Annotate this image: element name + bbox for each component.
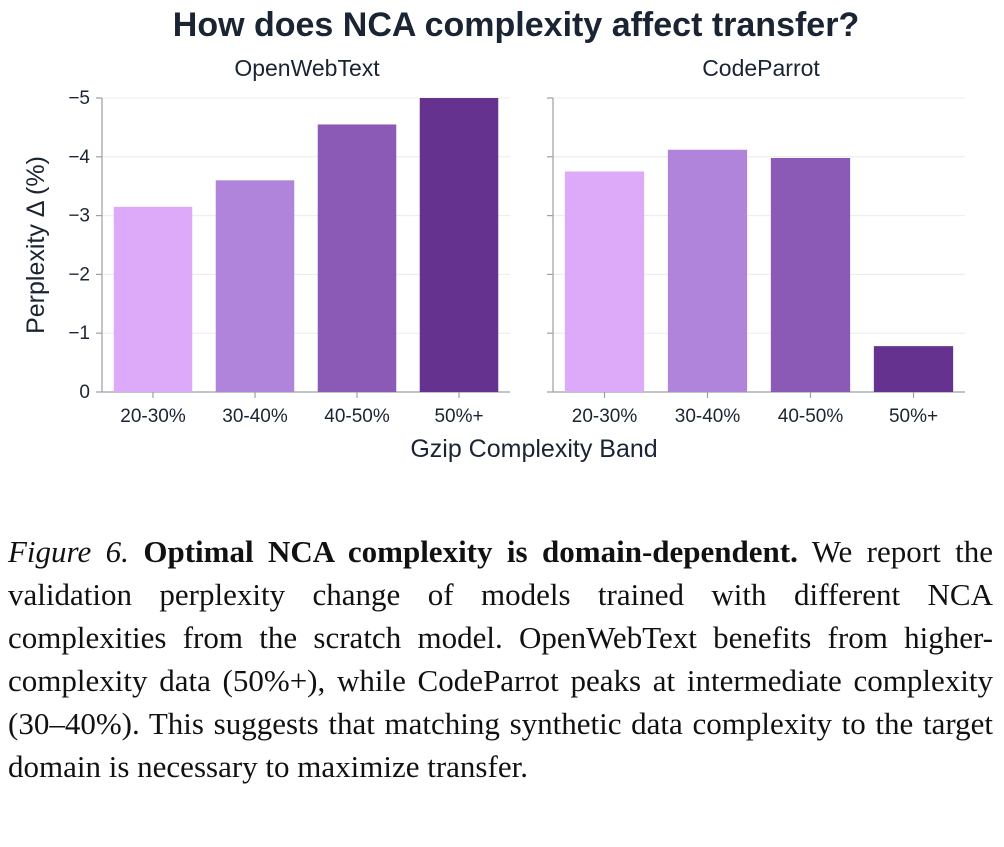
bar-codeparrot-3	[770, 157, 851, 392]
bar-openwebtext-2	[215, 180, 295, 392]
y-axis-label: Perplexity Δ (%)	[22, 156, 50, 334]
caption-body: We report the validation perplexity chan…	[8, 534, 993, 784]
x-tick-label-codeparrot: 40-50%	[778, 406, 844, 427]
panel-openwebtext: OpenWebText 0 −1 −2 −3 −4 −5 20-30% 30-40% 40-50…	[68, 55, 510, 427]
x-tick-label-codeparrot: 20-30%	[572, 406, 638, 427]
chart-title: How does NCA complexity affect transfer?	[173, 6, 859, 44]
y-tick-label: −4	[68, 147, 90, 168]
y-tick-label: −3	[68, 206, 90, 227]
bar-codeparrot-1	[564, 171, 645, 392]
panel-title-codeparrot: CodeParrot	[702, 55, 820, 81]
bar-openwebtext-1	[113, 206, 193, 392]
y-tick-label: −2	[68, 264, 90, 285]
y-tick-label: −5	[68, 88, 90, 109]
panel-codeparrot: CodeParrot 20-30% 30-40% 40-50% 50%+	[547, 55, 965, 427]
x-tick-label-openwebtext: 40-50%	[324, 406, 390, 427]
panel-title-openwebtext: OpenWebText	[234, 55, 380, 81]
bar-openwebtext-3	[317, 124, 397, 393]
x-tick-label-openwebtext: 30-40%	[222, 406, 288, 427]
x-tick-label-openwebtext: 50%+	[434, 406, 483, 427]
chart-figure: How does NCA complexity affect transfer?…	[22, 6, 965, 463]
y-tick-label: −1	[68, 323, 90, 344]
x-tick-label-codeparrot: 50%+	[889, 406, 938, 427]
caption-label: Figure 6.	[8, 534, 129, 569]
caption-heading: Optimal NCA complexity is domain-depende…	[143, 534, 798, 569]
bar-codeparrot-4	[873, 346, 954, 392]
x-tick-label-openwebtext: 20-30%	[120, 406, 186, 427]
bar-openwebtext-4	[419, 98, 499, 392]
figure-caption: Figure 6. Optimal NCA complexity is doma…	[8, 530, 993, 788]
x-tick-label-codeparrot: 30-40%	[675, 406, 741, 427]
bar-codeparrot-2	[667, 149, 748, 392]
x-axis-label: Gzip Complexity Band	[410, 435, 657, 463]
y-tick-label: 0	[79, 382, 90, 403]
